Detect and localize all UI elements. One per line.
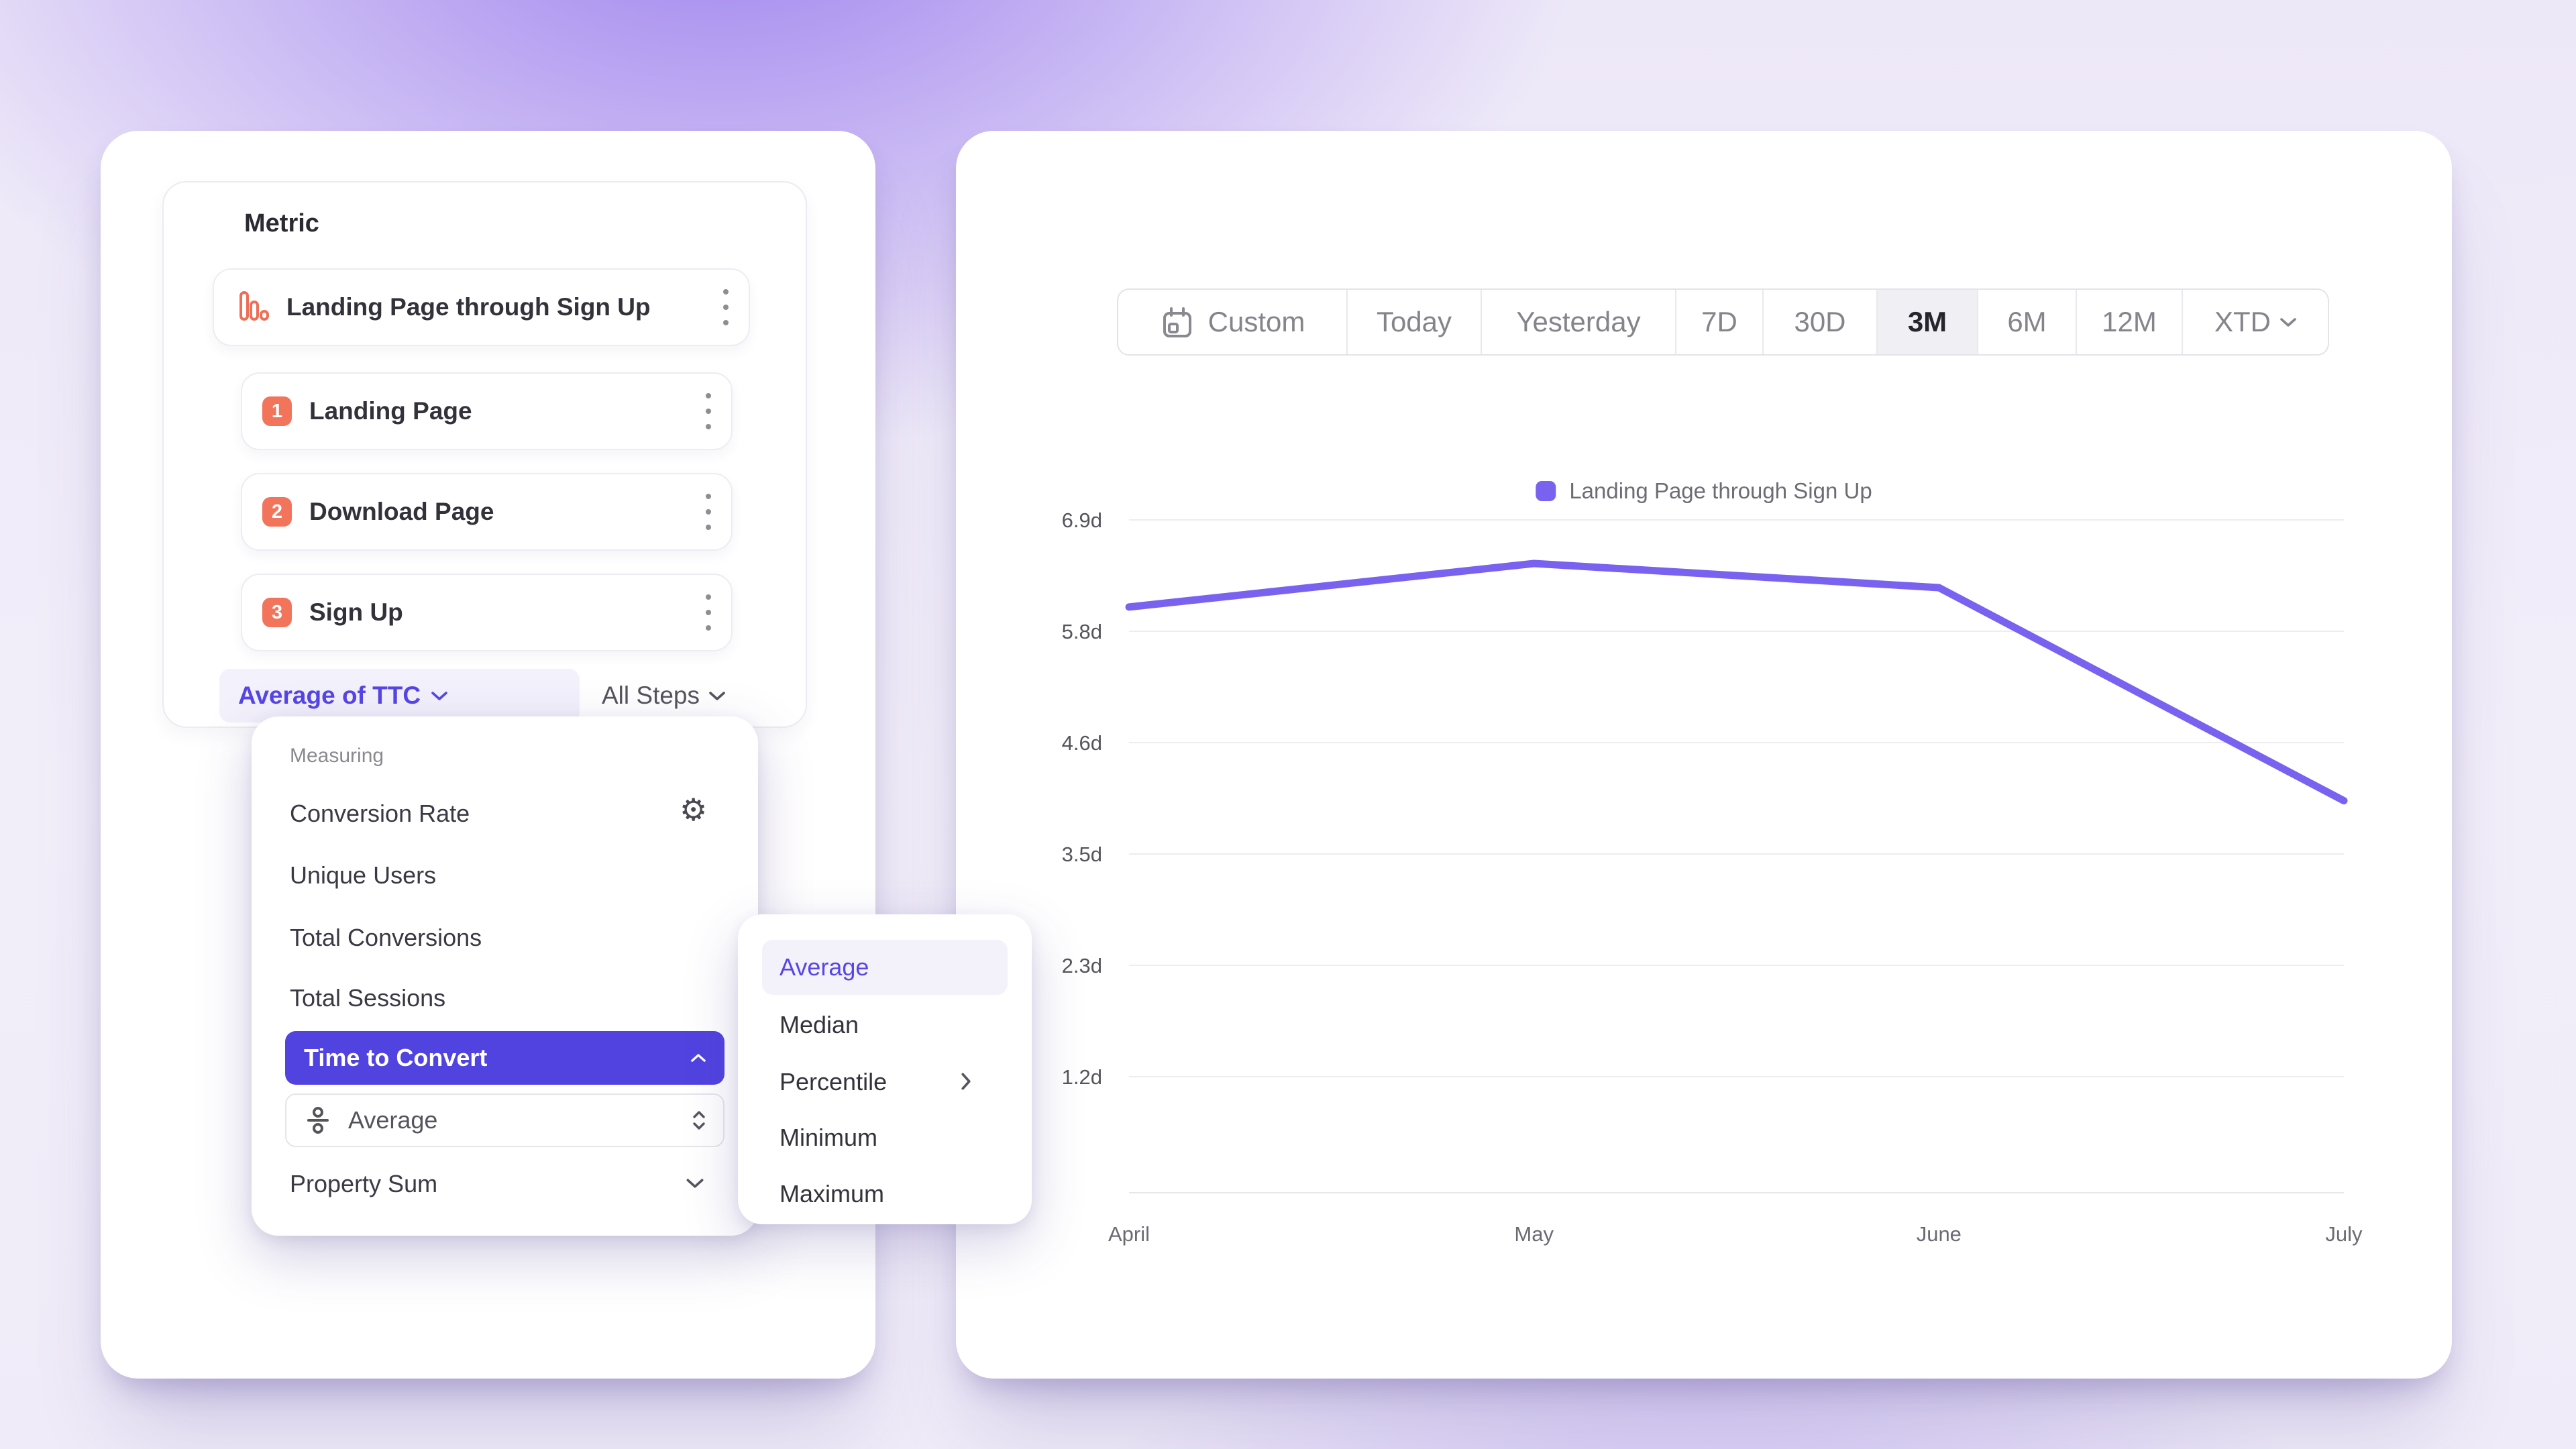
date-range-7d[interactable]: 7D	[1675, 290, 1762, 354]
menu-item-total-conversions[interactable]: Total Conversions	[290, 924, 482, 951]
measuring-menu: Measuring Conversion Rate ⚙ Unique Users…	[252, 716, 758, 1236]
date-range-label: 12M	[2102, 306, 2157, 337]
date-range-label: 6M	[2007, 306, 2047, 337]
legend-label: Landing Page through Sign Up	[1569, 478, 1872, 503]
submenu-item-maximum[interactable]: Maximum	[780, 1180, 885, 1208]
step-number-badge: 3	[262, 598, 292, 627]
date-range-6m[interactable]: 6M	[1977, 290, 2076, 354]
y-tick-label: 3.5d	[1062, 843, 1102, 866]
y-tick-label: 4.6d	[1062, 731, 1102, 755]
time-to-convert-label: Time to Convert	[304, 1044, 488, 1071]
series-line	[1125, 559, 2348, 805]
date-range-30d[interactable]: 30D	[1762, 290, 1876, 354]
step-label: Download Page	[309, 498, 494, 525]
date-range-label: Today	[1376, 306, 1452, 337]
gear-icon[interactable]: ⚙	[680, 792, 708, 828]
date-range-label: 3M	[1907, 306, 1947, 337]
menu-item-property-sum[interactable]: Property Sum	[290, 1170, 438, 1197]
date-range-12m[interactable]: 12M	[2076, 290, 2182, 354]
x-tick-label: May	[1514, 1222, 1554, 1246]
ttc-aggregation-select[interactable]: Average	[285, 1093, 724, 1147]
date-range-custom[interactable]: Custom	[1118, 290, 1346, 354]
metric-panel: Metric Landing Page through Sign Up 1 La…	[162, 181, 807, 728]
funnel-name: Landing Page through Sign Up	[286, 293, 651, 321]
x-tick-label: June	[1917, 1222, 1962, 1246]
submenu-item-percentile[interactable]: Percentile	[780, 1068, 888, 1095]
menu-item-unique-users[interactable]: Unique Users	[290, 861, 437, 889]
metric-panel-title: Metric	[244, 209, 319, 237]
kebab-menu-icon[interactable]	[706, 610, 711, 615]
step-number-badge: 1	[262, 396, 292, 426]
chart-card: Custom Today Yesterday 7D 30D 3M 6M 12M …	[956, 131, 2452, 1379]
date-range-label: Yesterday	[1516, 306, 1641, 337]
measuring-menu-header: Measuring	[290, 745, 384, 767]
date-range-label: 30D	[1794, 306, 1846, 337]
chevron-down-icon	[431, 691, 447, 700]
submenu-item-minimum[interactable]: Minimum	[780, 1124, 878, 1151]
chevron-down-icon	[2280, 317, 2296, 327]
divide-icon	[307, 1107, 329, 1134]
y-tick-label: 5.8d	[1062, 620, 1102, 643]
chevron-up-icon	[691, 1054, 706, 1062]
unfold-icon	[693, 1111, 705, 1130]
funnel-step-row[interactable]: 1 Landing Page	[241, 372, 733, 450]
chevron-right-icon	[961, 1073, 971, 1090]
date-range-today[interactable]: Today	[1346, 290, 1481, 354]
funnel-row[interactable]: Landing Page through Sign Up	[213, 268, 750, 346]
chart-legend-item[interactable]: Landing Page through Sign Up	[1536, 478, 1872, 504]
menu-item-conversion-rate[interactable]: Conversion Rate	[290, 800, 470, 827]
steps-scope-dropdown[interactable]: All Steps	[602, 669, 725, 722]
y-tick-label: 6.9d	[1062, 508, 1102, 532]
date-range-xtd[interactable]: XTD	[2182, 290, 2328, 354]
submenu-item-median[interactable]: Median	[780, 1011, 859, 1038]
date-range-yesterday[interactable]: Yesterday	[1481, 290, 1675, 354]
ttc-aggregation-value: Average	[348, 1106, 438, 1134]
step-number-badge: 2	[262, 497, 292, 527]
steps-scope-label: All Steps	[602, 682, 700, 709]
date-range-label: XTD	[2214, 306, 2271, 337]
line-chart: 6.9d 5.8d 4.6d 3.5d 2.3d 1.2d April May June July	[1062, 508, 2363, 1246]
kebab-menu-icon[interactable]	[706, 509, 711, 515]
date-range-3m[interactable]: 3M	[1876, 290, 1977, 354]
legend-swatch	[1536, 481, 1556, 501]
y-tick-label: 1.2d	[1062, 1065, 1102, 1089]
menu-item-time-to-convert-selected[interactable]: Time to Convert	[285, 1031, 724, 1085]
aggregation-submenu: Average Median Percentile Minimum Maximu…	[738, 914, 1032, 1224]
x-tick-label: April	[1108, 1222, 1150, 1246]
funnel-step-row[interactable]: 2 Download Page	[241, 473, 733, 551]
funnel-step-row[interactable]: 3 Sign Up	[241, 574, 733, 651]
chevron-down-icon	[686, 1179, 704, 1188]
date-range-label: Custom	[1208, 306, 1305, 337]
step-label: Sign Up	[309, 598, 403, 626]
kebab-menu-icon[interactable]	[706, 409, 711, 414]
measurement-dropdown[interactable]: Average of TTC	[219, 669, 580, 722]
date-range-label: 7D	[1701, 306, 1737, 337]
funnel-bars-icon	[237, 290, 269, 325]
kebab-menu-icon[interactable]	[723, 305, 729, 310]
step-label: Landing Page	[309, 397, 472, 425]
date-range-selector: Custom Today Yesterday 7D 30D 3M 6M 12M …	[1117, 288, 2329, 356]
calendar-icon	[1163, 307, 1191, 337]
measurement-dropdown-label: Average of TTC	[238, 682, 421, 709]
y-tick-label: 2.3d	[1062, 954, 1102, 977]
x-tick-label: July	[2325, 1222, 2363, 1246]
submenu-item-average-selected[interactable]: Average	[762, 940, 1008, 995]
menu-item-total-sessions[interactable]: Total Sessions	[290, 984, 446, 1012]
chevron-down-icon	[709, 691, 725, 700]
